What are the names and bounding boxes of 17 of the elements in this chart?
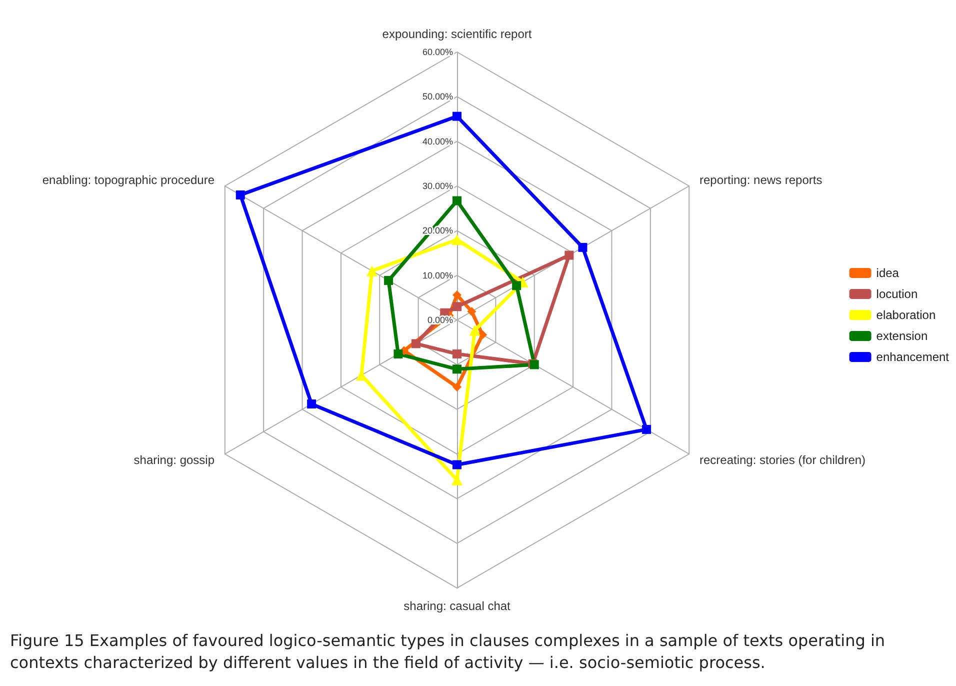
spoke-label: reporting: news reports (699, 173, 822, 187)
spoke-label: sharing: casual chat (404, 599, 512, 613)
spoke-label: sharing: gossip (134, 453, 215, 467)
y-tick-label: 60.00% (422, 47, 453, 57)
legend-label: elaboration (876, 308, 936, 322)
spoke-label: recreating: stories (for children) (699, 453, 866, 467)
spoke-label: expounding: scientific report (382, 27, 532, 41)
legend-label: enhancement (876, 350, 950, 364)
legend-label: locution (876, 287, 918, 301)
y-tick-label: 10.00% (422, 270, 453, 280)
legend-label: extension (876, 329, 928, 343)
y-tick-label: 50.00% (422, 92, 453, 102)
caption: Figure 15 Examples of favoured logico-semantic types in clauses complexes in a sample of texts operating in contexts characterized by different values in the field of activity — i.e. socio-semiotic process. (10, 630, 886, 674)
y-tick-label: 30.00% (422, 181, 453, 191)
y-tick-label: 40.00% (422, 136, 453, 146)
legend-label: idea (876, 266, 900, 280)
spoke-label: enabling: topographic procedure (42, 173, 215, 187)
